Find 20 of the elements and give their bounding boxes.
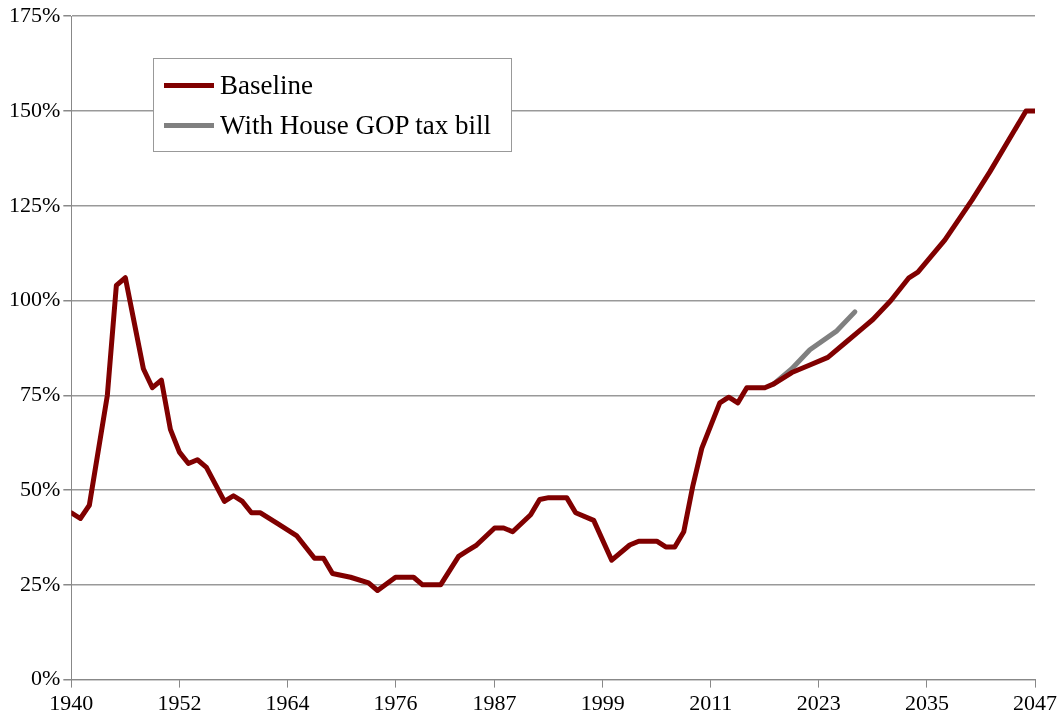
x-tick-label: 1940 — [49, 689, 94, 715]
y-tick-label: 25% — [20, 570, 61, 596]
x-tick-label: 1952 — [157, 689, 202, 715]
y-tick-label: 100% — [9, 286, 61, 312]
x-tick-label: 1964 — [265, 689, 310, 715]
x-tick-label: 1987 — [472, 689, 517, 715]
y-tick-label: 150% — [9, 96, 61, 122]
x-tick-label: 1976 — [373, 689, 418, 715]
legend-label: With House GOP tax bill — [220, 109, 491, 141]
x-tick-label: 1999 — [580, 689, 625, 715]
y-tick-label: 75% — [20, 381, 61, 407]
y-tick-label: 175% — [9, 1, 61, 27]
legend-label: Baseline — [220, 69, 313, 101]
x-tick-label: 2035 — [904, 689, 949, 715]
y-tick-label: 125% — [9, 191, 61, 217]
x-tick-label: 2023 — [796, 689, 841, 715]
y-tick-label: 50% — [20, 475, 61, 501]
y-tick-label: 0% — [31, 665, 61, 691]
x-tick-label: 2011 — [689, 689, 733, 715]
x-tick-label: 2047 — [1013, 689, 1057, 715]
